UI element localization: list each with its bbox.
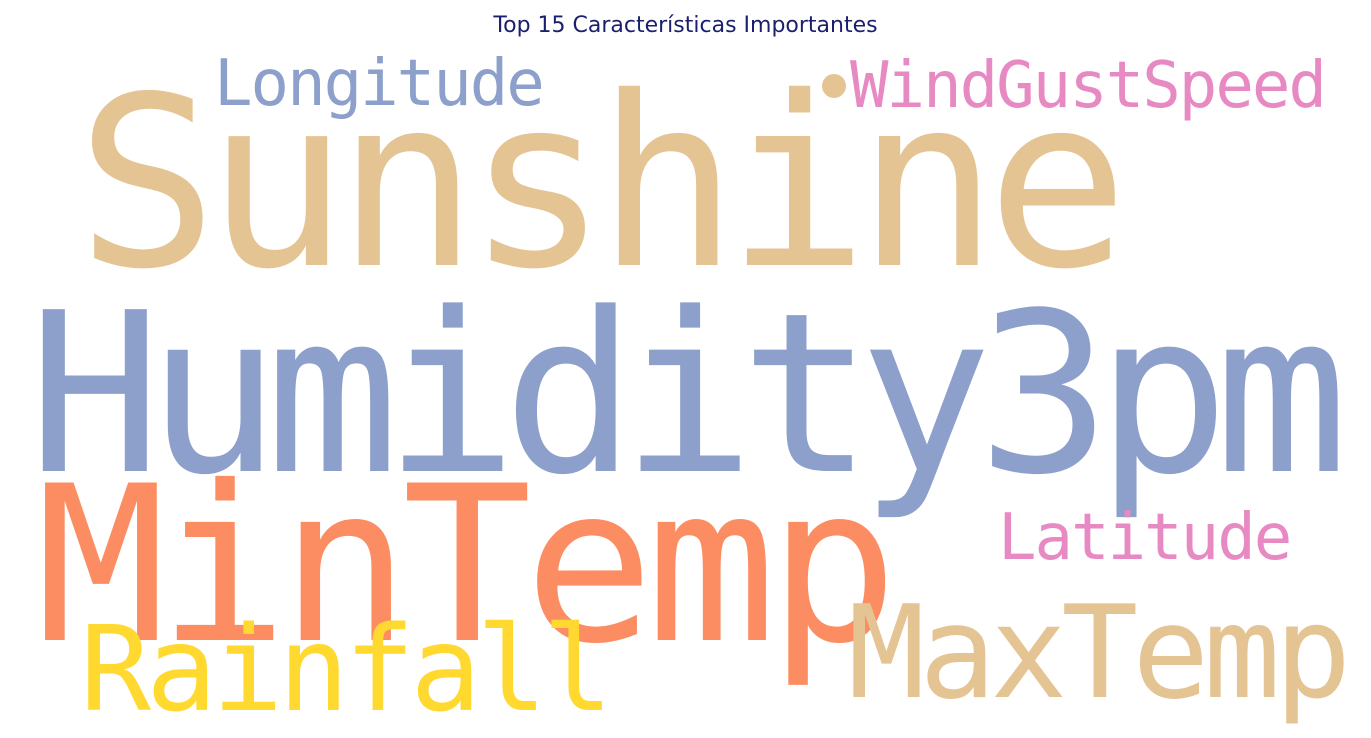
word-humidity3pm: Humidity3pm	[28, 266, 1348, 524]
word-latitude: Latitude	[998, 501, 1292, 575]
word-windgustspeed: WindGustSpeed	[850, 49, 1327, 123]
word-sunshine: Sunshine	[76, 46, 1129, 321]
word-rainfall: Rainfall	[80, 600, 613, 738]
dot-mark	[822, 74, 846, 98]
chart-title: Top 15 Características Importantes	[493, 13, 878, 38]
word-maxtemp: MaxTemp	[848, 579, 1351, 728]
word-mintemp: MinTemp	[36, 440, 898, 691]
word-longitude: Longitude	[214, 47, 545, 121]
